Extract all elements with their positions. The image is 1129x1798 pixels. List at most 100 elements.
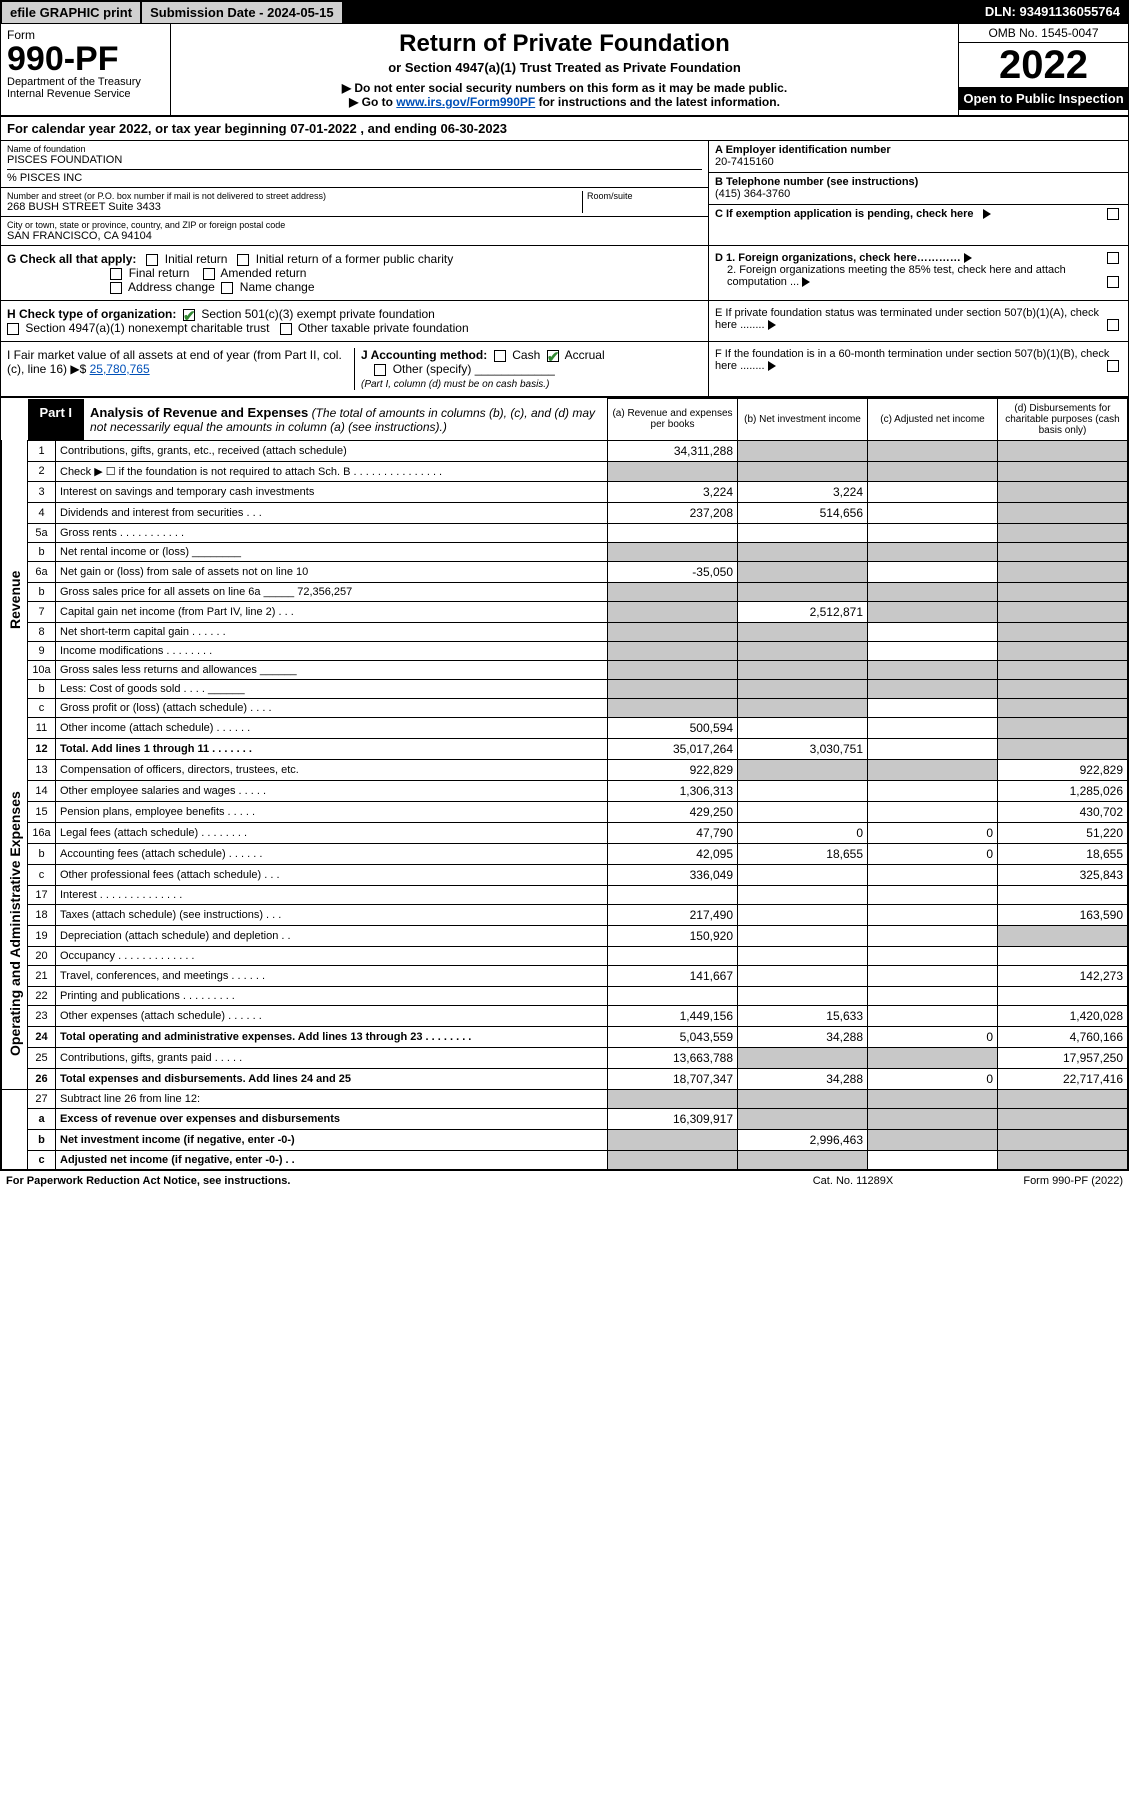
cell-col-a: 42,095 xyxy=(608,843,738,864)
section-i-j-f: I Fair market value of all assets at end… xyxy=(1,342,1128,398)
i-label: I Fair market value of all assets at end… xyxy=(7,348,342,376)
d1-checkbox[interactable] xyxy=(1107,252,1119,264)
cell-col-d xyxy=(998,698,1128,717)
j-accrual-checkbox[interactable] xyxy=(547,350,559,362)
j-accrual: Accrual xyxy=(565,348,605,362)
header-right: OMB No. 1545-0047 2022 Open to Public In… xyxy=(958,24,1128,115)
cell-col-a: 141,667 xyxy=(608,965,738,986)
cell-col-b xyxy=(738,1089,868,1108)
j-other-checkbox[interactable] xyxy=(374,364,386,376)
cell-col-c xyxy=(868,986,998,1005)
section-g-d: G Check all that apply: Initial return I… xyxy=(1,246,1128,301)
h-4947-checkbox[interactable] xyxy=(7,323,19,335)
cell-col-b xyxy=(738,660,868,679)
dept-line2: Internal Revenue Service xyxy=(7,88,164,100)
row-desc: Total expenses and disbursements. Add li… xyxy=(56,1068,608,1089)
g-name-checkbox[interactable] xyxy=(221,282,233,294)
g-initial-former-checkbox[interactable] xyxy=(237,254,249,266)
irs-link[interactable]: www.irs.gov/Form990PF xyxy=(396,95,535,109)
cell-col-c xyxy=(868,698,998,717)
row-number: b xyxy=(28,843,56,864)
row-desc: Adjusted net income (if negative, enter … xyxy=(56,1150,608,1169)
cell-col-d: 4,760,166 xyxy=(998,1026,1128,1047)
row-desc: Other employee salaries and wages . . . … xyxy=(56,780,608,801)
cell-col-a xyxy=(608,542,738,561)
cell-col-b: 15,633 xyxy=(738,1005,868,1026)
part1-tag: Part I xyxy=(28,399,85,440)
g-initial-checkbox[interactable] xyxy=(146,254,158,266)
cell-col-c xyxy=(868,601,998,622)
cell-col-b xyxy=(738,780,868,801)
city-value: SAN FRANCISCO, CA 94104 xyxy=(7,230,702,242)
calendar-year-row: For calendar year 2022, or tax year begi… xyxy=(1,117,1128,141)
h-o2: Section 4947(a)(1) nonexempt charitable … xyxy=(25,321,269,335)
h-o3: Other taxable private foundation xyxy=(298,321,469,335)
note2-post: for instructions and the latest informat… xyxy=(535,95,780,109)
row-number: 21 xyxy=(28,965,56,986)
g-o4: Amended return xyxy=(220,266,306,280)
cell-col-c xyxy=(868,523,998,542)
footer-formno: Form 990-PF (2022) xyxy=(943,1175,1123,1187)
j-cash-checkbox[interactable] xyxy=(494,350,506,362)
name-label: Name of foundation xyxy=(7,144,702,154)
g-o6: Name change xyxy=(240,280,315,294)
arrow-icon xyxy=(802,277,810,287)
row-number: 22 xyxy=(28,986,56,1005)
street-address: 268 BUSH STREET Suite 3433 xyxy=(7,201,582,213)
cell-col-d xyxy=(998,738,1128,759)
efile-label: efile GRAPHIC print xyxy=(1,1,141,24)
row-desc: Net gain or (loss) from sale of assets n… xyxy=(56,561,608,582)
cell-col-b xyxy=(738,461,868,481)
j-other: Other (specify) xyxy=(393,362,472,376)
cell-col-d: 1,285,026 xyxy=(998,780,1128,801)
cell-col-b: 2,996,463 xyxy=(738,1129,868,1150)
e-checkbox[interactable] xyxy=(1107,319,1119,331)
tax-year: 2022 xyxy=(959,43,1128,87)
cell-col-d: 22,717,416 xyxy=(998,1068,1128,1089)
row-number: 6a xyxy=(28,561,56,582)
dept-line1: Department of the Treasury xyxy=(7,76,164,88)
cell-col-c xyxy=(868,1005,998,1026)
row-desc: Other income (attach schedule) . . . . .… xyxy=(56,717,608,738)
cell-col-b: 34,288 xyxy=(738,1068,868,1089)
g-final-checkbox[interactable] xyxy=(110,268,122,280)
cell-col-d: 325,843 xyxy=(998,864,1128,885)
cell-col-c xyxy=(868,904,998,925)
d1-row: D 1. Foreign organizations, check here……… xyxy=(715,252,1122,264)
row-desc: Income modifications . . . . . . . . xyxy=(56,641,608,660)
cell-col-b xyxy=(738,717,868,738)
cell-col-a xyxy=(608,641,738,660)
fmv-value[interactable]: 25,780,765 xyxy=(90,362,150,376)
row-desc: Excess of revenue over expenses and disb… xyxy=(56,1108,608,1129)
cell-col-c xyxy=(868,759,998,780)
g-amended-checkbox[interactable] xyxy=(203,268,215,280)
row-number: c xyxy=(28,864,56,885)
cell-col-d: 17,957,250 xyxy=(998,1047,1128,1068)
cell-col-c xyxy=(868,481,998,502)
topbar-spacer xyxy=(343,1,977,24)
cell-col-a xyxy=(608,885,738,904)
cell-col-c xyxy=(868,561,998,582)
cell-col-d xyxy=(998,1089,1128,1108)
arrow-icon xyxy=(964,253,972,263)
h-501c3-checkbox[interactable] xyxy=(183,309,195,321)
g-addr-checkbox[interactable] xyxy=(110,282,122,294)
d2-checkbox[interactable] xyxy=(1107,276,1119,288)
bottom-spacer xyxy=(2,1089,28,1169)
cell-col-d xyxy=(998,660,1128,679)
f-checkbox[interactable] xyxy=(1107,360,1119,372)
c-checkbox[interactable] xyxy=(1107,208,1119,220)
id-left: Name of foundation PISCES FOUNDATION % P… xyxy=(1,141,708,245)
cell-col-a: 922,829 xyxy=(608,759,738,780)
cell-col-c xyxy=(868,1129,998,1150)
cell-col-b xyxy=(738,542,868,561)
d1-text: D 1. Foreign organizations, check here……… xyxy=(715,252,961,264)
h-other-checkbox[interactable] xyxy=(280,323,292,335)
cell-col-d xyxy=(998,946,1128,965)
ein-cell: A Employer identification number 20-7415… xyxy=(709,141,1128,173)
cell-col-a xyxy=(608,601,738,622)
cell-col-c: 0 xyxy=(868,843,998,864)
care-of: % PISCES INC xyxy=(7,169,702,184)
row-number: c xyxy=(28,1150,56,1169)
row-number: 4 xyxy=(28,502,56,523)
